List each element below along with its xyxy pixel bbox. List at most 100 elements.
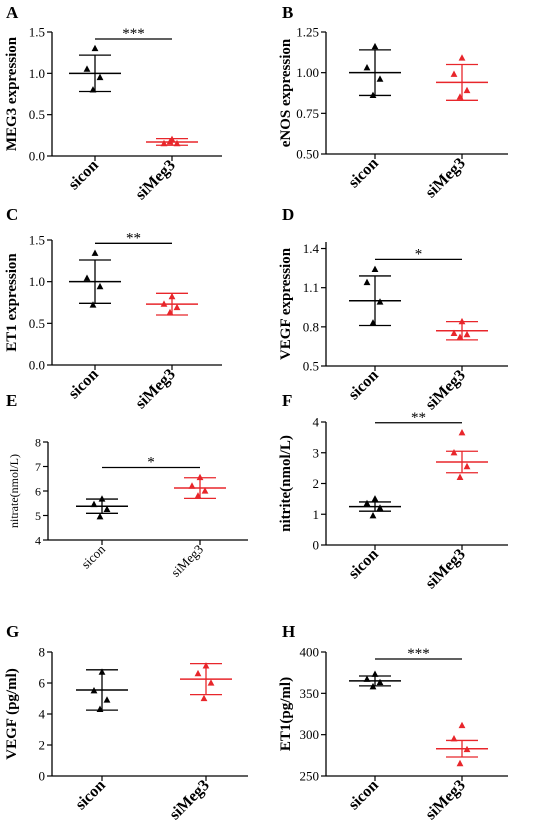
group-sicon <box>349 495 401 519</box>
panel-label: C <box>6 205 18 224</box>
data-point <box>173 139 181 147</box>
panel-e: E 4 5 6 7 8 sicon siMeg3 nitrate(nmol/L) * <box>6 391 248 580</box>
data-point <box>456 333 464 340</box>
y-tick-label: 4 <box>313 415 320 430</box>
y-axis-label: MEG3 expression <box>4 36 20 151</box>
y-tick-label: 1 <box>313 507 320 522</box>
y-axis-label: ET1 expression <box>4 253 20 352</box>
y-tick-label: 0 <box>39 769 46 784</box>
y-tick-label: 0.8 <box>303 319 319 334</box>
y-tick-label: 1.0 <box>29 274 45 289</box>
panel-label: F <box>282 391 292 410</box>
panel-label: B <box>282 3 293 22</box>
panel-label: H <box>282 622 295 641</box>
y-tick-label: 1.4 <box>303 241 320 256</box>
y-tick-label: 0.5 <box>29 107 45 122</box>
data-point <box>196 473 204 481</box>
data-point <box>168 292 176 300</box>
data-point <box>363 499 371 507</box>
x-tick-label: siMeg3 <box>132 157 179 204</box>
y-tick-label: 300 <box>300 727 320 742</box>
x-tick-label: sicon <box>345 546 382 583</box>
y-tick-label: 350 <box>300 686 320 701</box>
data-point <box>207 679 215 686</box>
group-sicon <box>349 670 401 690</box>
x-tick-label: sicon <box>65 157 102 194</box>
group-simeg3 <box>436 317 488 341</box>
y-tick-label: 1.00 <box>296 65 319 80</box>
panel-g: G 0 2 4 6 8 sicon siMeg3 VEGF (pg/ml) <box>4 622 248 823</box>
group-simeg3 <box>174 473 226 500</box>
x-tick-label: sicon <box>72 777 109 814</box>
data-point <box>371 495 379 502</box>
data-point <box>456 473 464 480</box>
data-point <box>166 308 174 316</box>
data-point <box>96 73 104 81</box>
y-tick-label: 1.0 <box>29 66 45 81</box>
data-point <box>458 428 466 436</box>
y-tick-label: 8 <box>39 645 46 660</box>
significance-label: * <box>147 455 155 471</box>
x-tick-label: siMeg3 <box>132 366 179 413</box>
significance-label: * <box>415 246 423 262</box>
group-simeg3 <box>146 135 198 147</box>
data-point <box>89 301 97 308</box>
x-tick-label: sicon <box>345 367 382 404</box>
y-tick-label: 0.50 <box>296 147 319 162</box>
data-point <box>371 670 379 677</box>
data-point <box>91 249 99 256</box>
data-point <box>463 745 471 753</box>
y-axis-label: VEGF (pg/ml) <box>4 668 20 760</box>
y-tick-label: 8 <box>35 436 41 450</box>
data-point <box>160 300 168 307</box>
x-tick-label: sicon <box>345 777 382 814</box>
data-point <box>96 512 104 520</box>
y-axis-label: eNOS expression <box>278 38 294 147</box>
data-point <box>458 721 466 729</box>
y-tick-label: 2 <box>39 738 46 753</box>
data-point <box>456 93 464 100</box>
group-sicon <box>349 265 401 327</box>
panel-label: A <box>6 3 19 22</box>
data-point <box>363 675 371 682</box>
y-tick-label: 0.5 <box>29 316 45 331</box>
y-axis-label: nitrate(nmol/L) <box>7 454 21 528</box>
y-tick-label: 0.5 <box>303 359 319 374</box>
data-point <box>201 487 209 494</box>
y-tick-label: 5 <box>35 509 41 523</box>
group-simeg3 <box>436 54 488 101</box>
x-tick-label: sicon <box>78 541 108 571</box>
data-point <box>90 500 98 508</box>
panel-f: F 0 1 2 3 4 sicon siMeg3 nitrite(nmol/L) ** <box>278 391 508 592</box>
data-point <box>450 448 458 456</box>
significance-label: *** <box>407 646 430 662</box>
data-point <box>369 511 377 519</box>
data-point <box>376 75 384 82</box>
x-tick-label: siMeg3 <box>422 155 469 202</box>
y-axis-label: VEGF expression <box>278 247 294 360</box>
data-point <box>173 303 181 311</box>
panel-c: C 0.0 0.5 1.0 1.5 sicon siMeg3 ET1 expression ** <box>4 205 222 412</box>
data-point <box>96 282 104 290</box>
y-tick-label: 250 <box>300 769 320 784</box>
group-simeg3 <box>436 428 488 480</box>
data-point <box>188 482 196 489</box>
y-tick-label: 3 <box>313 445 320 460</box>
y-tick-label: 1.5 <box>29 25 45 40</box>
data-point <box>369 682 377 690</box>
y-tick-label: 0.75 <box>296 106 319 121</box>
group-sicon <box>69 249 121 308</box>
group-sicon <box>69 44 121 93</box>
y-tick-label: 6 <box>35 485 41 499</box>
y-tick-label: 0.0 <box>29 149 45 164</box>
data-point <box>456 759 464 767</box>
data-point <box>194 492 202 499</box>
data-point <box>458 54 466 61</box>
x-tick-label: siMeg3 <box>422 367 469 414</box>
data-point <box>96 705 104 712</box>
data-point <box>463 330 471 338</box>
data-point <box>83 274 91 281</box>
panel-d: D 0.5 0.8 1.1 1.4 sicon siMeg3 VEGF expression * <box>278 205 508 413</box>
